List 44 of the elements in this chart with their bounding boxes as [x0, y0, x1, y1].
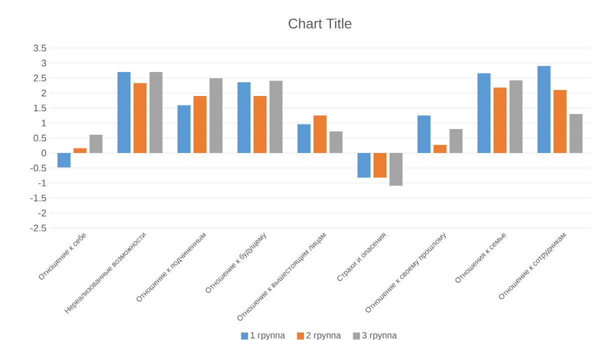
y-tick-label: -2.5 — [30, 224, 46, 232]
bar — [330, 131, 343, 153]
y-tick-label: 3 — [42, 60, 46, 66]
bar — [134, 83, 146, 153]
bar — [254, 96, 267, 153]
y-tick-label: 0 — [42, 150, 46, 156]
y-tick-label: 2.5 — [34, 74, 46, 82]
bar — [510, 80, 523, 153]
y-tick-label: -1.5 — [30, 194, 46, 202]
bar — [418, 116, 431, 153]
legend-label: 3 группа — [362, 332, 397, 340]
y-tick-label: 1.5 — [34, 104, 46, 112]
y-tick-label: -2 — [38, 210, 46, 216]
y-tick-label: 0.5 — [34, 134, 46, 142]
legend-label: 2 группа — [306, 332, 341, 340]
bar — [90, 134, 102, 153]
bar — [390, 153, 403, 186]
bar — [434, 144, 447, 153]
bar — [554, 90, 567, 153]
bar — [238, 82, 251, 153]
bar — [570, 114, 583, 153]
bar — [494, 88, 507, 153]
bar — [538, 66, 551, 153]
chart-title: Chart Title — [288, 18, 352, 29]
y-tick-label: 1 — [42, 120, 46, 126]
bar — [58, 153, 70, 168]
bar — [298, 124, 311, 153]
bar — [118, 72, 130, 153]
y-tick-label: 3.5 — [34, 44, 46, 52]
bar — [314, 116, 327, 153]
bar — [74, 148, 86, 153]
bar — [178, 105, 190, 153]
bar — [210, 78, 223, 153]
y-tick-label: -1 — [38, 180, 46, 186]
bar — [270, 80, 283, 153]
bar — [478, 73, 491, 153]
y-tick-label: -0.5 — [30, 164, 46, 172]
bar — [150, 72, 162, 153]
bar — [358, 153, 371, 178]
y-tick-label: 2 — [42, 90, 46, 96]
legend-label: 1 группа — [250, 332, 286, 340]
bar — [194, 96, 206, 153]
bar — [374, 153, 387, 178]
bar — [450, 129, 463, 153]
